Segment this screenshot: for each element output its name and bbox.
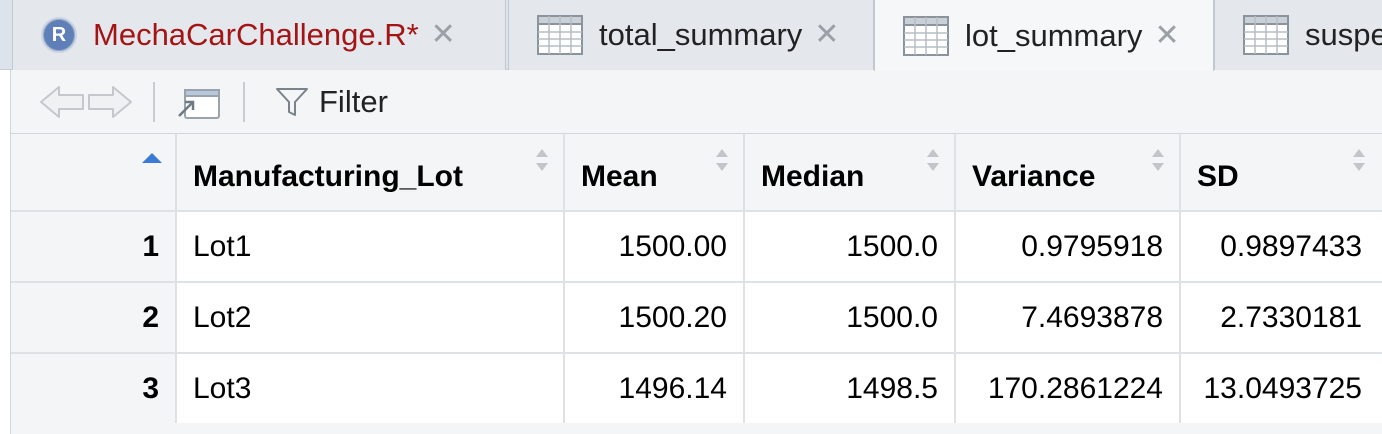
- column-header-median[interactable]: Median: [744, 134, 956, 212]
- column-header-variance[interactable]: Variance: [955, 134, 1181, 212]
- cell-median[interactable]: 1500.0: [744, 211, 956, 283]
- cell-mean[interactable]: 1500.20: [564, 282, 745, 354]
- table-icon: [903, 15, 949, 56]
- cell-variance[interactable]: 170.2861224: [955, 353, 1181, 425]
- column-header-mean[interactable]: Mean: [564, 134, 745, 212]
- column-header-label: Mean: [581, 160, 658, 193]
- data-viewer-toolbar: Filter: [10, 70, 1382, 134]
- editor-tab-bar: R MechaCarChallenge.R* ✕ total_summary ✕: [0, 0, 1382, 71]
- sort-icon: [927, 149, 939, 171]
- table-header-row: Manufacturing_Lot Mean Median Variance S…: [11, 134, 1382, 212]
- cell-sd[interactable]: 2.7330181: [1180, 282, 1382, 354]
- cell-manufacturing-lot[interactable]: Lot3: [176, 353, 565, 425]
- sort-ascending-icon: [142, 153, 162, 163]
- column-header-sd[interactable]: SD: [1180, 134, 1382, 212]
- cell-manufacturing-lot[interactable]: Lot2: [176, 282, 565, 354]
- sort-icon: [1152, 149, 1164, 171]
- filter-label: Filter: [319, 83, 388, 119]
- cell-variance[interactable]: 7.4693878: [955, 282, 1181, 354]
- toolbar-divider: [243, 81, 245, 122]
- row-number: 3: [11, 353, 177, 425]
- data-table: Manufacturing_Lot Mean Median Variance S…: [11, 134, 1382, 425]
- cell-mean[interactable]: 1496.14: [564, 353, 745, 425]
- arrow-right-icon: [88, 85, 132, 118]
- sort-icon: [716, 149, 728, 171]
- cell-variance[interactable]: 0.9795918: [955, 211, 1181, 283]
- tab-label: lot_summary: [965, 17, 1143, 53]
- table-row: 3 Lot3 1496.14 1498.5 170.2861224 13.049…: [11, 353, 1382, 425]
- row-number: 1: [11, 211, 177, 283]
- cell-mean[interactable]: 1500.00: [564, 211, 745, 283]
- tab-mechacarchallenge-r[interactable]: R MechaCarChallenge.R* ✕: [12, 0, 506, 70]
- show-in-new-window-button[interactable]: [175, 82, 223, 122]
- tab-lot-summary[interactable]: lot_summary ✕: [874, 0, 1214, 71]
- close-icon[interactable]: ✕: [1154, 18, 1180, 52]
- table-icon: [1243, 15, 1289, 55]
- popout-window-icon: [178, 88, 220, 119]
- column-header-label: Median: [761, 160, 865, 193]
- close-icon[interactable]: ✕: [814, 18, 840, 51]
- filter-button[interactable]: Filter: [275, 84, 388, 120]
- tab-label: total_summary: [599, 17, 803, 52]
- forward-button[interactable]: [87, 84, 133, 120]
- cell-median[interactable]: 1498.5: [744, 353, 956, 425]
- sort-icon: [1353, 149, 1365, 171]
- tab-label: suspe: [1305, 17, 1382, 52]
- cell-sd[interactable]: 0.9897433: [1180, 211, 1382, 283]
- column-header-label: Variance: [972, 160, 1096, 193]
- sort-icon: [536, 149, 548, 171]
- cell-sd[interactable]: 13.0493725: [1180, 353, 1382, 425]
- cell-manufacturing-lot[interactable]: Lot1: [176, 211, 565, 283]
- table-row: 1 Lot1 1500.00 1500.0 0.9795918 0.989743…: [11, 211, 1382, 283]
- data-grid: Manufacturing_Lot Mean Median Variance S…: [10, 134, 1382, 434]
- back-button[interactable]: [39, 84, 85, 120]
- table-row: 2 Lot2 1500.20 1500.0 7.4693878 2.733018…: [11, 282, 1382, 354]
- tab-suspension[interactable]: suspe: [1214, 0, 1382, 70]
- column-header-label: SD: [1197, 160, 1239, 193]
- close-icon[interactable]: ✕: [430, 18, 456, 51]
- table-icon: [537, 15, 583, 55]
- r-script-icon: R: [41, 17, 77, 53]
- toolbar-divider: [153, 81, 155, 122]
- column-header-label: Manufacturing_Lot: [193, 160, 463, 193]
- column-header-manufacturing-lot[interactable]: Manufacturing_Lot: [176, 134, 565, 212]
- tab-label: MechaCarChallenge.R*: [93, 17, 419, 52]
- tab-total-summary[interactable]: total_summary ✕: [508, 0, 874, 70]
- cell-median[interactable]: 1500.0: [744, 282, 956, 354]
- row-number-header[interactable]: [11, 134, 177, 212]
- filter-funnel-icon: [276, 87, 308, 116]
- grid-footer: [11, 423, 1382, 434]
- arrow-left-icon: [40, 85, 84, 118]
- row-number: 2: [11, 282, 177, 354]
